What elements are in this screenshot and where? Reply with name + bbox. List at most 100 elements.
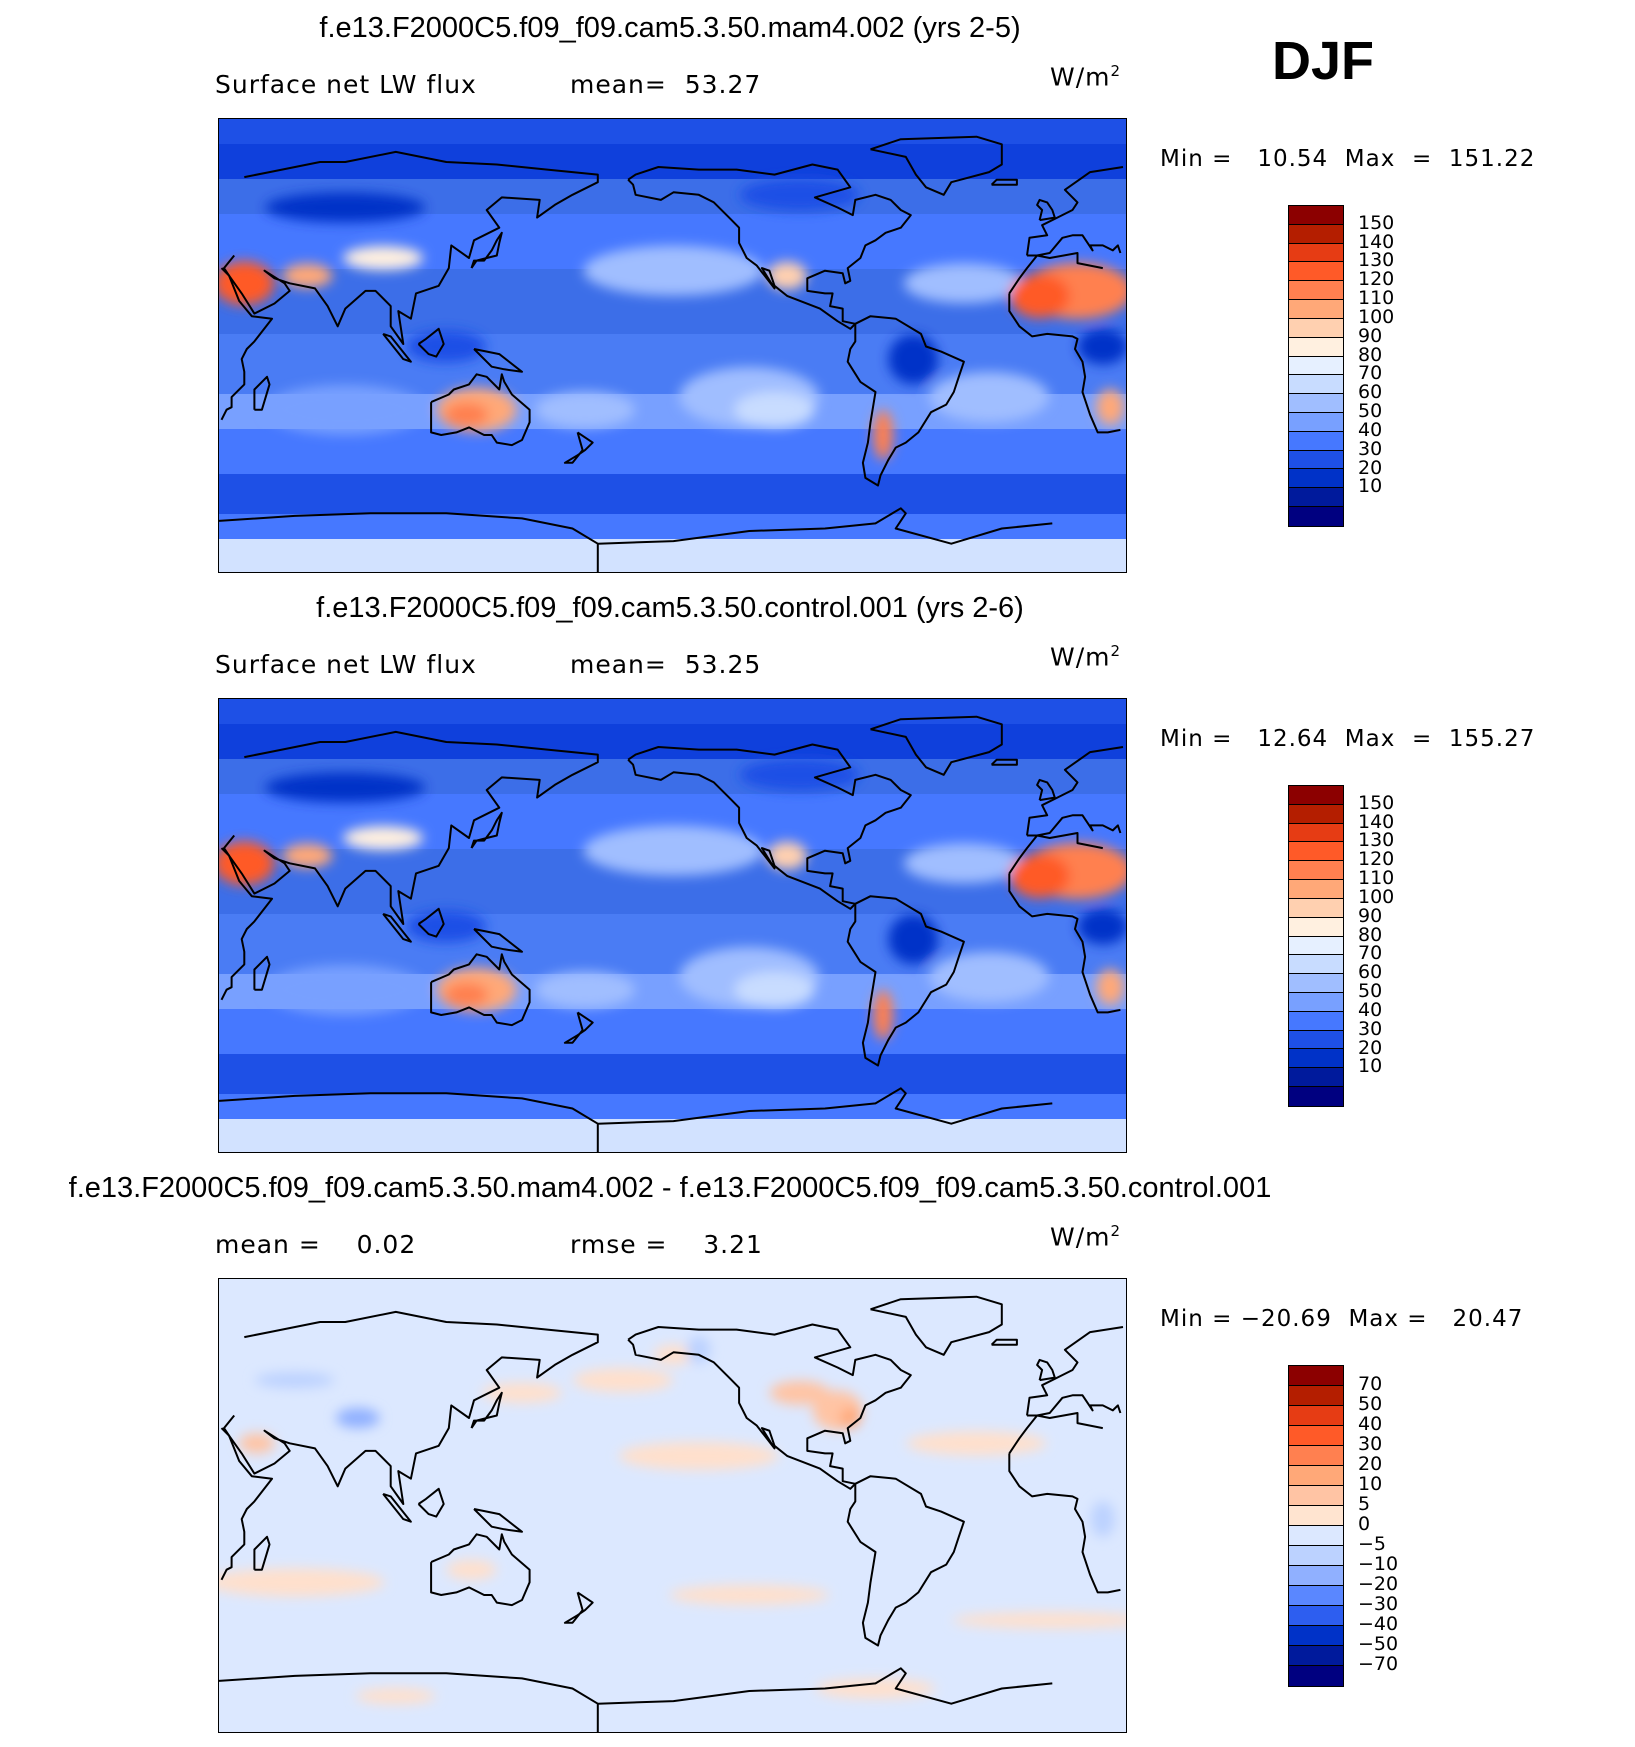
colorbar-tick-label: −50 <box>1358 1633 1399 1655</box>
colorbar-swatch <box>1289 1068 1343 1087</box>
colorbar-tick-label: 80 <box>1358 923 1383 946</box>
colorbar <box>1288 205 1344 527</box>
map-plot <box>218 1278 1127 1733</box>
variable-label: Surface net LW flux <box>215 650 477 679</box>
coast-nz <box>563 431 594 464</box>
colorbar-swatch <box>1289 842 1343 862</box>
coast-japan <box>470 1391 503 1429</box>
field-band <box>219 474 1126 514</box>
colorbar-tick-label: −30 <box>1358 1593 1399 1615</box>
coast-newguinea <box>473 348 523 373</box>
colorbar-swatch <box>1289 1666 1343 1686</box>
coast-eurasia <box>223 1310 1124 1505</box>
colorbar-tick-label: 100 <box>1358 885 1395 908</box>
colorbar-tick-label: 130 <box>1358 829 1395 852</box>
units-label: W/m2 <box>1050 642 1122 672</box>
coast-iceland <box>990 758 1018 766</box>
panel-mam4: f.e13.F2000C5.f09_f09.cam5.3.50.mam4.002… <box>0 0 1635 580</box>
colorbar-swatch <box>1289 1446 1343 1466</box>
coast-borneo <box>417 907 445 938</box>
colorbar-swatch <box>1289 318 1343 338</box>
coast-eurasia <box>223 730 1124 925</box>
panel-title: f.e13.F2000C5.f09_f09.cam5.3.50.mam4.002… <box>319 12 1021 44</box>
colorbar-swatch <box>1289 1426 1343 1446</box>
colorbar-tick-label: 40 <box>1358 418 1383 441</box>
coast-madagascar <box>253 375 271 411</box>
colorbar-tick-label: 70 <box>1358 1373 1383 1395</box>
mean-label: mean= 53.27 <box>570 70 762 99</box>
colorbar-tick-label: −10 <box>1358 1553 1399 1575</box>
minmax-label: Min = 10.54 Max = 151.22 <box>1160 146 1536 172</box>
field-band <box>219 539 1126 572</box>
colorbar-swatch <box>1289 917 1343 937</box>
colorbar-swatch <box>1289 1586 1343 1606</box>
colorbar-tick-label: 0 <box>1358 1513 1371 1535</box>
coastlines <box>219 1295 1124 1732</box>
coast-africa <box>220 832 1121 1014</box>
colorbar-swatch <box>1289 823 1343 843</box>
colorbar-tick-label: 80 <box>1358 343 1383 366</box>
coast-newguinea <box>473 928 523 953</box>
colorbar-tick-label: 5 <box>1358 1493 1371 1515</box>
map-svg <box>219 699 1126 1152</box>
coast-borneo <box>417 1487 445 1518</box>
colorbar-swatch <box>1289 488 1343 507</box>
colorbar-swatch <box>1289 1486 1343 1506</box>
colorbar-swatch <box>1289 1506 1343 1526</box>
coast-antarctica <box>219 507 1053 572</box>
coast-newguinea <box>473 1508 523 1533</box>
colorbar-tick-label: 40 <box>1358 998 1383 1021</box>
colorbar-tick-label: 40 <box>1358 1413 1383 1435</box>
coastlines <box>219 715 1124 1152</box>
colorbar <box>1288 1365 1344 1687</box>
colorbar-swatch <box>1289 300 1343 319</box>
colorbar-tick-label: 120 <box>1358 848 1395 871</box>
colorbar-swatch <box>1289 281 1343 301</box>
colorbar-tick-label: 10 <box>1358 475 1383 498</box>
colorbar-swatch <box>1289 1646 1343 1666</box>
colorbar-swatch <box>1289 243 1343 263</box>
colorbar-tick-label: 150 <box>1358 211 1395 234</box>
variable-label: Surface net LW flux <box>215 70 477 99</box>
colorbar-tick-label: 20 <box>1358 1453 1383 1475</box>
colorbar-swatch <box>1289 1526 1343 1546</box>
coast-sumatra <box>382 912 412 943</box>
colorbar-tick-label: 90 <box>1358 904 1383 927</box>
units-label: W/m2 <box>1050 1222 1122 1252</box>
colorbar-tick-label: 90 <box>1358 324 1383 347</box>
coast-greenland <box>870 715 1003 776</box>
colorbar-tick-label: 110 <box>1358 867 1395 890</box>
coast-samerica <box>846 1475 965 1647</box>
colorbar-swatch <box>1289 431 1343 451</box>
coast-madagascar <box>253 1535 271 1571</box>
field-band <box>219 1009 1126 1054</box>
colorbar-tick-label: −5 <box>1358 1533 1387 1555</box>
colorbar-swatch <box>1289 804 1343 824</box>
map-svg <box>219 1279 1126 1732</box>
coast-antarctica <box>219 1087 1053 1152</box>
colorbar-swatch <box>1289 861 1343 881</box>
minmax-label: Min = −20.69 Max = 20.47 <box>1160 1306 1524 1332</box>
colorbar-tick-label: 140 <box>1358 810 1395 833</box>
field-band <box>219 1119 1126 1152</box>
colorbar-swatch <box>1289 337 1343 357</box>
colorbar-swatch <box>1289 1011 1343 1031</box>
colorbar-swatch <box>1289 1566 1343 1586</box>
mean-label: mean= 53.25 <box>570 650 762 679</box>
coast-namerica <box>627 743 912 910</box>
map-plot <box>218 118 1127 573</box>
colorbar-tick-label: 60 <box>1358 381 1383 404</box>
colorbar-swatch <box>1289 450 1343 470</box>
colorbar-tick-label: 100 <box>1358 305 1395 328</box>
coastlines <box>219 135 1124 572</box>
colorbar-tick-label: −40 <box>1358 1613 1399 1635</box>
panel-title: f.e13.F2000C5.f09_f09.cam5.3.50.mam4.002… <box>68 1172 1272 1204</box>
mean-label: mean = 0.02 <box>215 1230 417 1259</box>
colorbar-tick-label: −70 <box>1358 1653 1399 1675</box>
colorbar-swatch <box>1289 786 1343 805</box>
field-band <box>219 119 1126 144</box>
colorbar-swatch <box>1289 507 1343 526</box>
coast-japan <box>470 231 503 269</box>
coast-madagascar <box>253 955 271 991</box>
map-svg <box>219 119 1126 572</box>
